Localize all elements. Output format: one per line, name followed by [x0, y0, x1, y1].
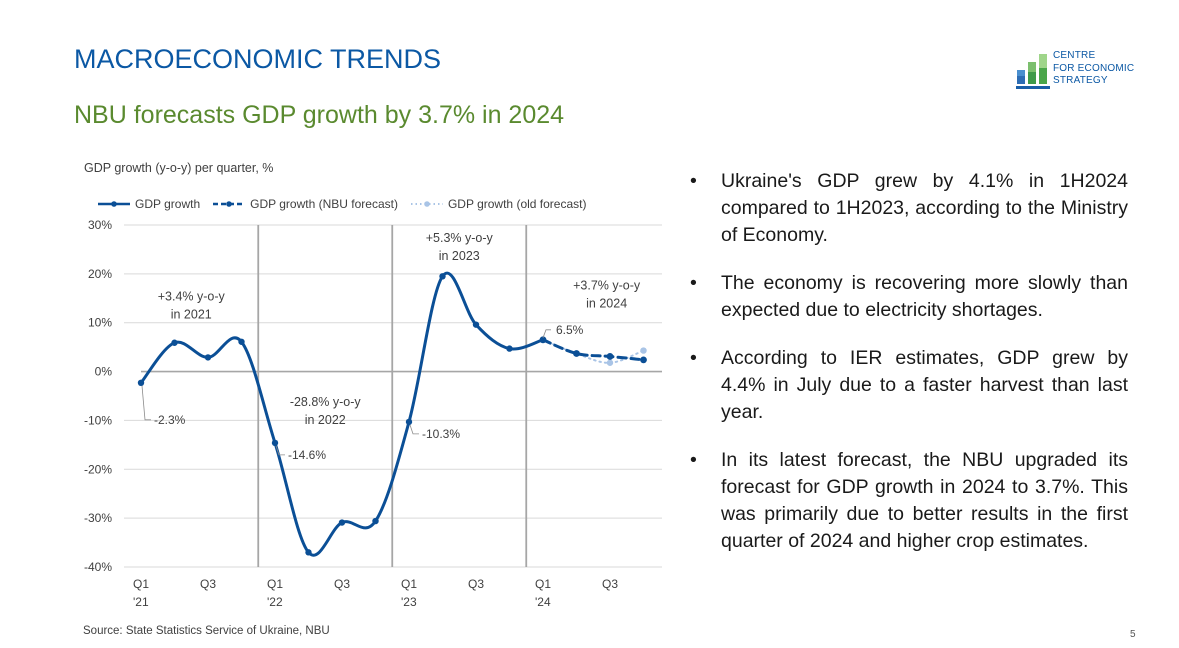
y-tick-label: 20%: [88, 267, 112, 281]
solid-line-marker-icon: [98, 201, 130, 207]
logo-line: STRATEGY: [1053, 75, 1108, 86]
data-point: [204, 354, 212, 361]
legend-label: GDP growth (old forecast): [447, 197, 587, 211]
data-label: -10.3%: [422, 427, 460, 441]
data-point: [238, 338, 245, 345]
bullet-list: • Ukraine's GDP grew by 4.1% in 1H2024 c…: [690, 168, 1128, 576]
data-label: -2.3%: [154, 413, 186, 427]
x-tick-label: Q3: [468, 577, 484, 591]
data-point: [338, 519, 346, 526]
y-tick-label: -10%: [84, 413, 112, 427]
logo-text: CENTRE FOR ECONOMIC STRATEGY: [1053, 50, 1134, 88]
page-number: 5: [1130, 629, 1136, 640]
bullet-item: • Ukraine's GDP grew by 4.1% in 1H2024 c…: [690, 168, 1128, 249]
data-point: [439, 273, 446, 280]
bullet-icon: •: [690, 272, 697, 294]
legend-label: GDP growth: [135, 197, 201, 211]
y-tick-label: -30%: [84, 511, 112, 525]
leader-line: [141, 385, 151, 421]
gdp-growth-chart: 30% 20% 10% 0% -10% -20% -30% -40% Q1 '21 Q3 Q1 '22 Q…: [84, 218, 662, 609]
bullet-text: Ukraine's GDP grew by 4.1% in 1H2024 com…: [721, 170, 1128, 246]
bullet-item: • According to IER estimates, GDP grew b…: [690, 345, 1128, 426]
x-tick-label: Q3: [200, 577, 216, 591]
x-tick-label-year: '21: [133, 595, 149, 609]
leader-line: [542, 329, 551, 338]
chart-legend: GDP growth GDP growth (NBU forecast) GDP…: [97, 197, 598, 211]
leader-line: [409, 424, 419, 435]
annotation-text: +3.7% y-o-y: [573, 278, 641, 292]
y-tick-label: 0%: [95, 365, 113, 379]
x-tick-label-year: '24: [535, 595, 551, 609]
annotation-text: +5.3% y-o-y: [426, 231, 494, 245]
annotation-text: +3.4% y-o-y: [158, 290, 226, 304]
y-tick-label: -40%: [84, 560, 112, 574]
page-subtitle: NBU forecasts GDP growth by 3.7% in 2024: [74, 101, 565, 129]
annotation-text: -28.8% y-o-y: [290, 395, 362, 409]
x-tick-label: Q1: [133, 577, 149, 591]
y-tick-label: -20%: [84, 462, 112, 476]
dashed-line-marker-icon: [213, 201, 246, 207]
bullet-item: • In its latest forecast, the NBU upgrad…: [690, 447, 1128, 555]
data-label: -14.6%: [288, 448, 326, 462]
x-tick-label-year: '23: [401, 595, 417, 609]
data-point: [372, 517, 379, 525]
bullet-text: In its latest forecast, the NBU upgraded…: [721, 449, 1128, 552]
data-point: [573, 350, 580, 357]
data-point: [506, 345, 513, 352]
data-point: [171, 339, 178, 346]
series-line-dashed: [541, 338, 645, 362]
legend-item-old-forecast: GDP growth (old forecast): [410, 197, 587, 211]
x-tick-label-year: '22: [267, 595, 283, 609]
annotation-text: in 2021: [171, 308, 212, 322]
x-tick-label: Q3: [334, 577, 350, 591]
bullet-icon: •: [690, 347, 697, 369]
logo: CENTRE FOR ECONOMIC STRATEGY: [1016, 50, 1146, 92]
dotted-line-marker-icon: [410, 201, 443, 207]
series-line-dotted: [542, 338, 645, 364]
data-point: [640, 356, 647, 364]
x-tick-label: Q3: [602, 577, 618, 591]
legend-label: GDP growth (NBU forecast): [250, 197, 398, 211]
bullet-item: • The economy is recovering more slowly …: [690, 270, 1128, 324]
leader-line: [275, 445, 285, 456]
annotation-text: in 2022: [305, 413, 346, 427]
logo-line: FOR ECONOMIC: [1053, 62, 1135, 74]
legend-item-nbu-forecast: GDP growth (NBU forecast): [212, 197, 398, 211]
data-label: 6.5%: [556, 323, 584, 337]
bullet-icon: •: [690, 449, 697, 471]
x-tick-label: Q1: [267, 577, 283, 591]
x-tick-label: Q1: [535, 577, 551, 591]
data-point: [606, 353, 614, 360]
data-point: [405, 418, 413, 426]
bullet-text: The economy is recovering more slowly th…: [721, 272, 1128, 321]
annotation-text: in 2023: [439, 249, 480, 263]
data-point: [137, 379, 145, 387]
y-tick-label: 30%: [88, 218, 112, 232]
bullet-icon: •: [690, 170, 697, 192]
annotation-text: in 2024: [586, 296, 627, 310]
data-point: [271, 439, 279, 447]
data-point: [539, 336, 547, 344]
y-tick-label: 10%: [88, 316, 112, 330]
source-note: Source: State Statistics Service of Ukra…: [83, 625, 330, 637]
data-point: [606, 359, 614, 366]
data-point: [640, 347, 647, 354]
data-point: [305, 549, 312, 556]
logo-line: CENTRE: [1053, 50, 1096, 61]
page-title: MACROECONOMIC TRENDS: [74, 44, 442, 74]
x-tick-label: Q1: [401, 577, 417, 591]
legend-item-gdp-growth: GDP growth: [97, 197, 200, 211]
bar-chart-logo-icon: [1016, 54, 1050, 89]
chart-title: GDP growth (y-o-y) per quarter, %: [84, 161, 274, 175]
bullet-text: According to IER estimates, GDP grew by …: [721, 347, 1128, 423]
data-point: [472, 321, 480, 328]
